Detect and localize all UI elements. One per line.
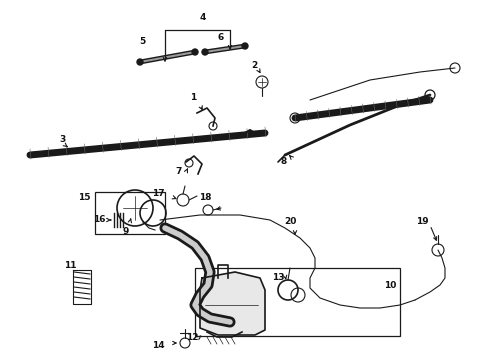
Text: 9: 9	[123, 228, 129, 237]
Text: 11: 11	[64, 261, 76, 270]
Text: 2: 2	[251, 62, 257, 71]
Text: 6: 6	[218, 33, 224, 42]
Circle shape	[202, 49, 208, 55]
Circle shape	[242, 43, 248, 49]
Text: 10: 10	[384, 280, 396, 289]
Text: 16: 16	[93, 216, 105, 225]
Text: 1: 1	[190, 94, 196, 103]
Bar	[195, 268, 400, 336]
Text: 17: 17	[152, 189, 164, 198]
Text: 20: 20	[284, 217, 296, 226]
Polygon shape	[200, 272, 265, 335]
Text: 7: 7	[176, 167, 182, 176]
Text: 18: 18	[199, 194, 211, 202]
Text: 3: 3	[59, 135, 65, 144]
Text: 5: 5	[139, 37, 145, 46]
Circle shape	[137, 59, 143, 65]
Bar	[95, 192, 165, 234]
Text: 8: 8	[281, 158, 287, 166]
Text: 12: 12	[186, 333, 198, 342]
Text: 4: 4	[200, 13, 206, 22]
Circle shape	[192, 49, 198, 55]
Text: 14: 14	[152, 341, 164, 350]
Text: 19: 19	[416, 217, 428, 226]
Text: 13: 13	[272, 274, 284, 283]
Text: 15: 15	[78, 194, 90, 202]
